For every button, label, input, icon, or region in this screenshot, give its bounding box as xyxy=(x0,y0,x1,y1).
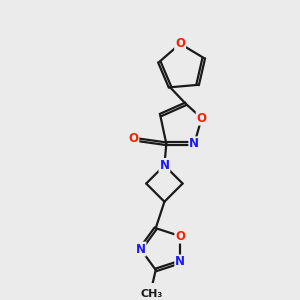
Text: O: O xyxy=(128,132,138,145)
Text: O: O xyxy=(175,230,185,243)
Text: N: N xyxy=(136,243,146,256)
Text: O: O xyxy=(197,112,207,124)
Text: N: N xyxy=(159,159,170,172)
Text: O: O xyxy=(175,37,185,50)
Text: N: N xyxy=(189,137,199,150)
Text: N: N xyxy=(175,256,185,268)
Text: CH₃: CH₃ xyxy=(140,289,162,299)
